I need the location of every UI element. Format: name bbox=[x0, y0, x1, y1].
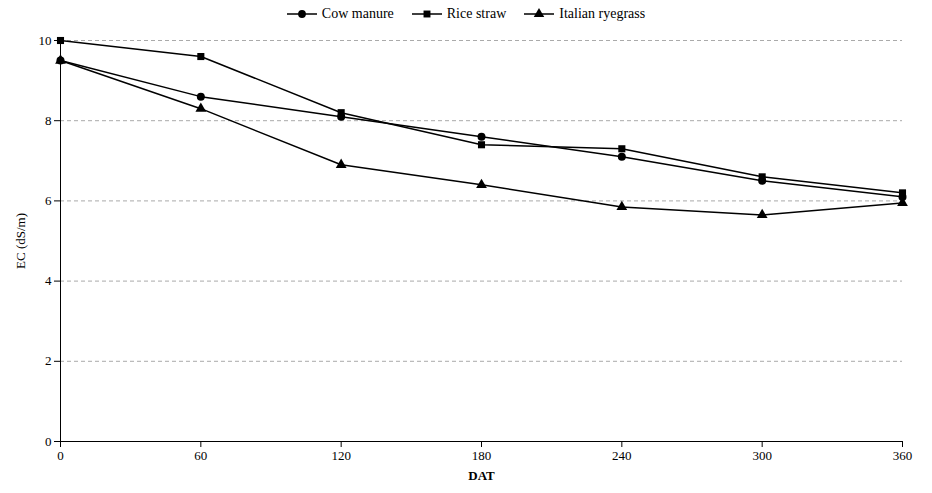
svg-text:240: 240 bbox=[612, 448, 632, 463]
svg-text:300: 300 bbox=[752, 448, 772, 463]
html-text:Rice straw: Rice straw bbox=[446, 6, 507, 21]
html-text:Italian ryegrass: Italian ryegrass bbox=[559, 6, 646, 21]
svg-text:10: 10 bbox=[39, 33, 52, 48]
svg-text:0: 0 bbox=[45, 434, 52, 449]
svg-text:180: 180 bbox=[472, 448, 492, 463]
svg-text:4: 4 bbox=[45, 273, 52, 288]
svg-text:360: 360 bbox=[893, 448, 913, 463]
svg-text:2: 2 bbox=[45, 353, 52, 368]
svg-text:60: 60 bbox=[194, 448, 207, 463]
svg-text:120: 120 bbox=[331, 448, 351, 463]
svg-text:EC (dS/m): EC (dS/m) bbox=[13, 213, 28, 269]
svg-text:6: 6 bbox=[45, 193, 52, 208]
html-text:Cow manure: Cow manure bbox=[321, 6, 394, 21]
svg-text:DAT: DAT bbox=[468, 468, 495, 483]
svg-text:8: 8 bbox=[45, 113, 52, 128]
svg-text:0: 0 bbox=[57, 448, 64, 463]
